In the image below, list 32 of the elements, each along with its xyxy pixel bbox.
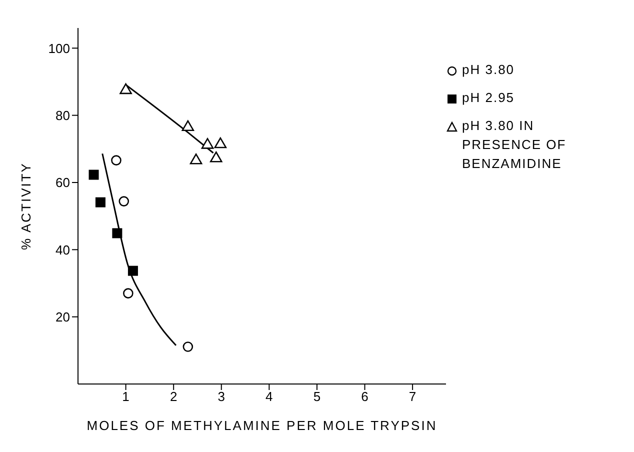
x-tick-label: 1 xyxy=(122,389,130,404)
point xyxy=(120,83,132,94)
y-tick-label: 40 xyxy=(56,242,70,258)
x-axis-title: MOLES OF METHYLAMINE PER MOLE TRYPSIN xyxy=(86,418,438,433)
point xyxy=(123,288,134,298)
x-tick-label: 6 xyxy=(361,389,368,404)
y-tick-label: 100 xyxy=(48,40,70,56)
x-tick-label: 4 xyxy=(266,389,273,404)
point xyxy=(210,151,222,162)
point xyxy=(118,196,130,206)
point xyxy=(88,170,99,180)
point xyxy=(112,228,122,238)
line-series xyxy=(102,152,177,346)
x-tick-label: 2 xyxy=(170,389,178,404)
point xyxy=(128,266,138,276)
y-tick-label: 80 xyxy=(56,108,70,123)
point xyxy=(111,155,122,166)
x-tick-label: 7 xyxy=(408,389,416,404)
x-tick-label: 5 xyxy=(313,389,321,404)
legend-label: pH 2.95 xyxy=(462,89,515,107)
y-axis-title: % ACTIVITY xyxy=(18,162,34,250)
point xyxy=(214,137,227,148)
point xyxy=(201,138,214,149)
legend-label: pH 3.80 IN PRESENCE OF BENZAMIDINE xyxy=(462,117,568,173)
point xyxy=(190,154,202,164)
point xyxy=(95,197,106,208)
x-tick-label: 3 xyxy=(218,389,225,404)
point xyxy=(182,342,194,352)
y-tick-label: 20 xyxy=(56,309,70,324)
legend-label: pH 3.80 xyxy=(462,61,515,79)
point xyxy=(182,120,194,132)
y-tick-label: 60 xyxy=(56,175,70,190)
